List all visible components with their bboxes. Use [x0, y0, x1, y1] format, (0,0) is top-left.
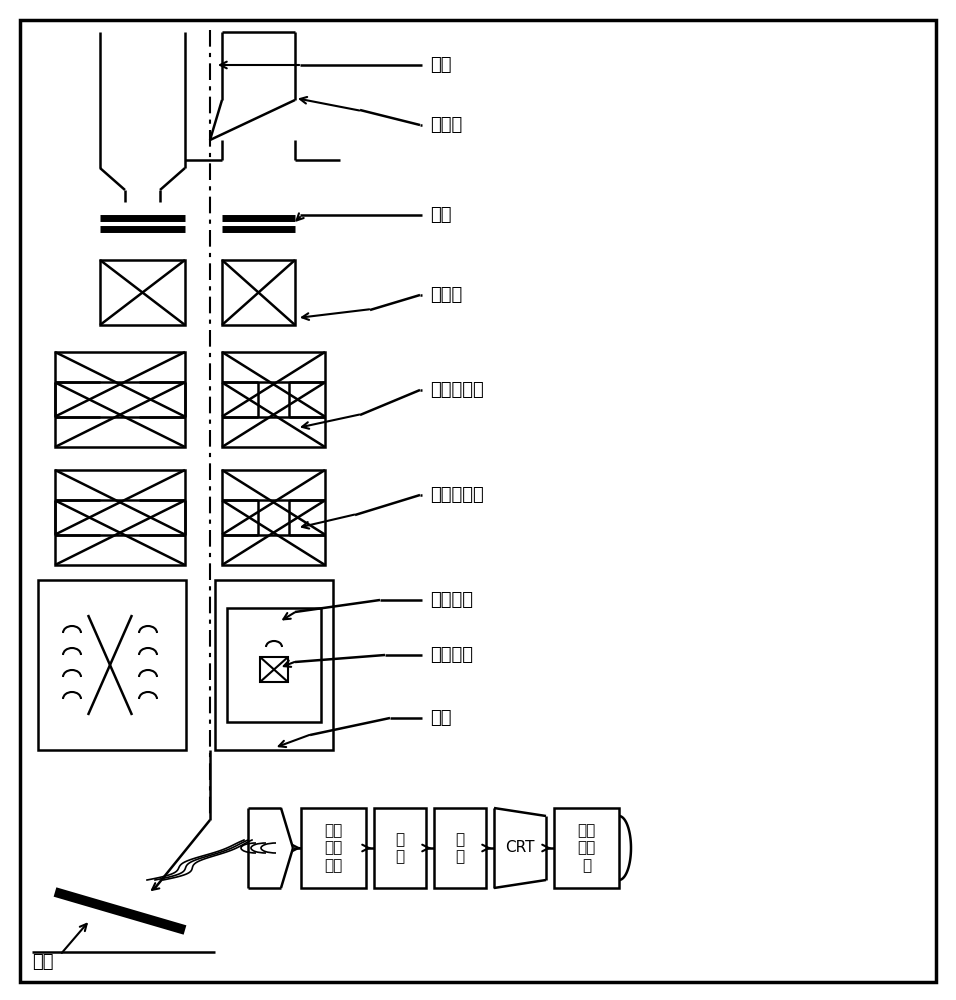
Text: 消像散器: 消像散器 — [430, 646, 473, 664]
Text: 第二聚光镜: 第二聚光镜 — [430, 486, 484, 504]
Bar — [222, 260, 295, 325]
Text: 栅极帽: 栅极帽 — [430, 116, 463, 134]
Bar — [554, 808, 619, 888]
Bar — [55, 352, 185, 447]
Bar — [434, 808, 486, 888]
Bar — [227, 608, 321, 722]
Bar — [55, 470, 185, 565]
Text: 前
放: 前 放 — [396, 832, 404, 864]
Text: 二次
电子
探头: 二次 电子 探头 — [324, 823, 342, 873]
Text: 第一聚光镜: 第一聚光镜 — [430, 381, 484, 399]
Bar — [301, 808, 366, 888]
Bar — [100, 260, 185, 325]
Bar — [222, 352, 325, 447]
Text: 阴极: 阴极 — [430, 56, 451, 74]
Text: 视
放: 视 放 — [455, 832, 465, 864]
Bar — [222, 470, 325, 565]
Text: 扫描线圈: 扫描线圈 — [430, 591, 473, 609]
Text: 阳极: 阳极 — [430, 206, 451, 224]
Text: CRT: CRT — [506, 840, 534, 856]
Bar — [38, 580, 186, 750]
Text: 样品: 样品 — [32, 953, 54, 971]
Text: 扫描
发生
器: 扫描 发生 器 — [577, 823, 596, 873]
Text: 物镜: 物镜 — [430, 709, 451, 727]
Text: 电对中: 电对中 — [430, 286, 463, 304]
Bar — [215, 580, 333, 750]
Bar — [374, 808, 426, 888]
Bar — [260, 657, 288, 682]
